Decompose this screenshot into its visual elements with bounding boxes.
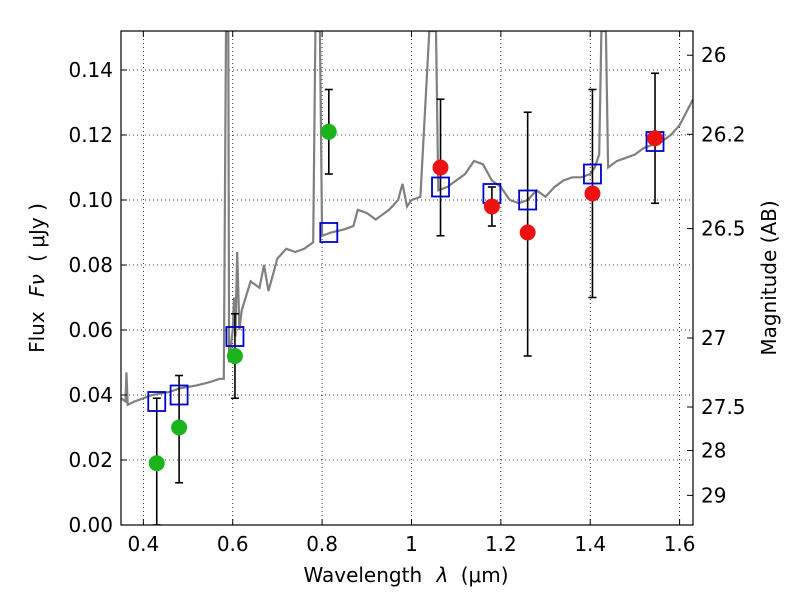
green-point — [226, 348, 243, 364]
x-axis-title-symbol: λ — [436, 563, 449, 587]
x-tick-label: 1 — [405, 532, 418, 556]
red-point — [584, 185, 601, 202]
red-point — [432, 159, 449, 176]
markers — [147, 123, 665, 472]
x-tick-label: 0.8 — [306, 532, 338, 556]
x-tick-label: 1.2 — [485, 532, 517, 556]
y-tick-label: 0.08 — [68, 253, 113, 277]
y-axis-title-unit: ( μJy ) — [25, 203, 49, 262]
model-box-marker — [583, 163, 602, 185]
y-axis-title-symbol: Fν — [25, 274, 49, 297]
red-point — [647, 130, 664, 147]
right-tick-label: 29 — [701, 483, 726, 507]
plot-area — [121, 31, 693, 525]
y-tick-label: 0.06 — [68, 318, 113, 342]
green-point — [148, 455, 165, 472]
green-point — [320, 123, 337, 140]
right-tick-label: 27.5 — [701, 395, 746, 419]
right-tick-label: 26.5 — [701, 217, 746, 241]
y-tick-label: 0.00 — [68, 513, 113, 537]
model-box-marker — [518, 189, 538, 211]
red-point — [483, 198, 500, 215]
model-box-marker — [319, 222, 339, 243]
right-tick-label: 26.2 — [701, 122, 746, 146]
right-tick-label: 28 — [701, 439, 726, 463]
ticks — [121, 31, 693, 526]
x-axis-title-prefix: Wavelength — [303, 563, 422, 587]
x-axis-title: Wavelength λ (μm) — [303, 563, 508, 587]
y-axis-title-prefix: Flux — [25, 311, 49, 353]
y-tick-label: 0.10 — [68, 188, 113, 212]
model-box-marker — [169, 384, 189, 406]
plot-frame — [120, 30, 694, 526]
red-point — [519, 224, 536, 241]
right-axis-title: Magnitude (AB) — [757, 200, 781, 355]
x-tick-label: 0.4 — [127, 532, 159, 556]
right-tick-label: 27 — [701, 326, 726, 350]
right-tick-label: 26 — [701, 43, 726, 67]
y-tick-label: 0.12 — [68, 123, 113, 147]
x-axis-title-unit: (μm) — [461, 563, 509, 587]
x-tick-label: 1.6 — [664, 532, 696, 556]
x-tick-label: 1.4 — [574, 532, 606, 556]
model-box-marker — [225, 326, 245, 347]
y-tick-label: 0.04 — [68, 383, 113, 407]
y-tick-label: 0.02 — [68, 448, 113, 472]
green-point — [171, 419, 188, 436]
model-spectrum-line — [121, 31, 693, 407]
model-box-marker — [147, 391, 167, 412]
tick-labels: 0.4 0.6 0.8 1 1.2 1.4 1.6 0.00 0.02 0.04 0.06 0.08 0… — [68, 43, 745, 556]
model-box-marker — [431, 176, 450, 198]
y-axis-title: Flux Fν ( μJy ) — [25, 203, 49, 353]
y-tick-label: 0.14 — [68, 58, 113, 82]
x-tick-label: 0.6 — [217, 532, 249, 556]
